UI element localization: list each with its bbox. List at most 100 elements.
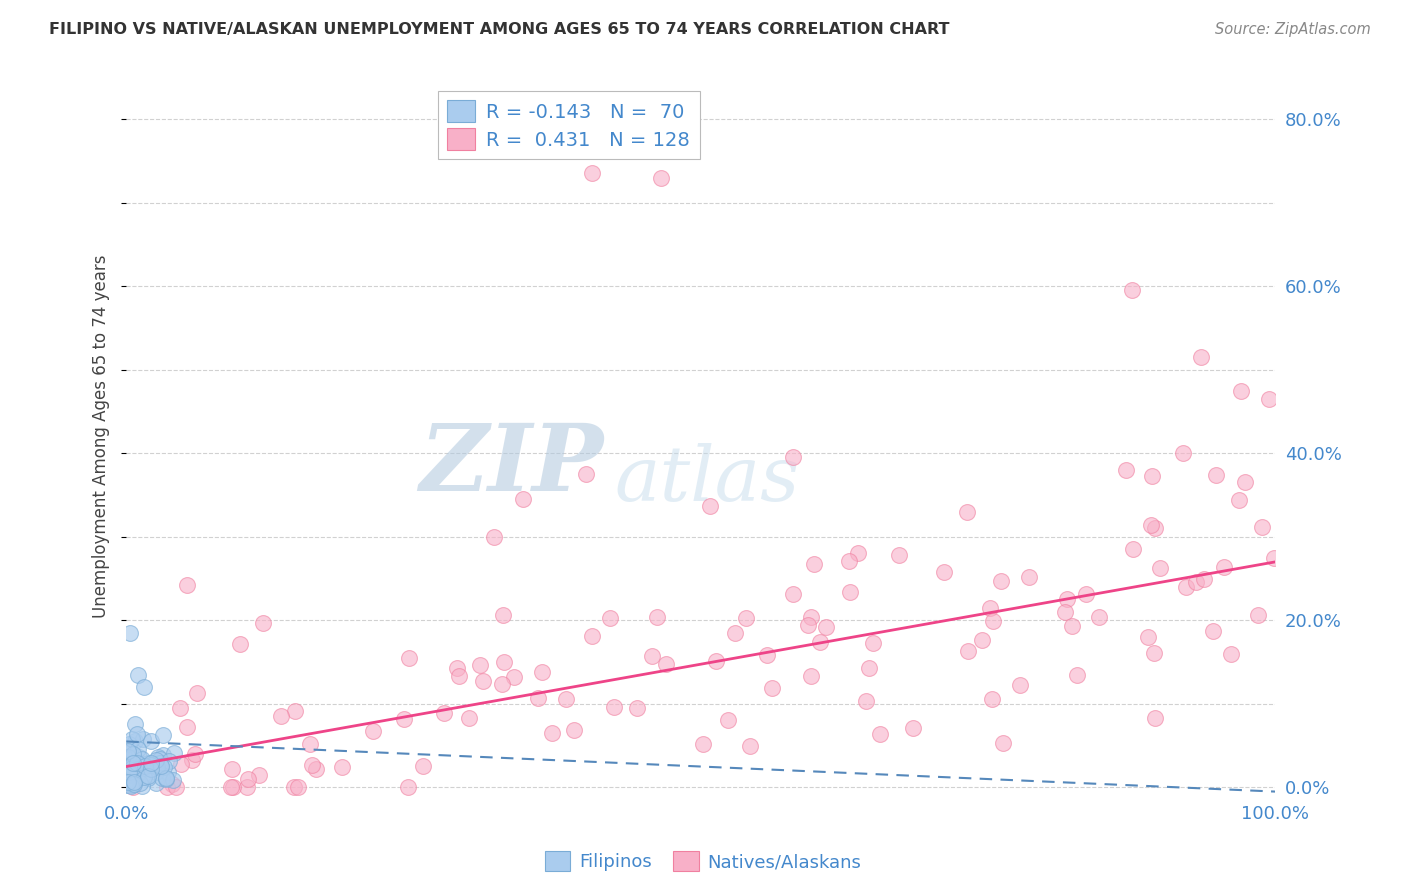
Point bbox=[541, 725, 564, 739]
Point bbox=[433, 706, 456, 721]
Point bbox=[145, 760, 167, 774]
Point bbox=[887, 548, 910, 562]
Point bbox=[125, 756, 148, 771]
Point bbox=[115, 778, 138, 792]
Point bbox=[145, 764, 167, 779]
Point bbox=[599, 611, 621, 625]
Point bbox=[146, 749, 169, 764]
Point bbox=[125, 755, 148, 769]
Point bbox=[1053, 605, 1076, 619]
Legend: R = -0.143   N =  70, R =  0.431   N = 128: R = -0.143 N = 70, R = 0.431 N = 128 bbox=[437, 91, 700, 160]
Point bbox=[128, 750, 150, 764]
Point bbox=[1175, 580, 1198, 594]
Point bbox=[150, 759, 173, 773]
Point bbox=[219, 780, 242, 794]
Point bbox=[1233, 475, 1256, 489]
Point bbox=[717, 713, 740, 727]
Point bbox=[121, 778, 143, 792]
Point bbox=[562, 723, 585, 738]
Point bbox=[1173, 446, 1195, 460]
Point bbox=[446, 661, 468, 675]
Point bbox=[1018, 570, 1040, 584]
Point bbox=[797, 618, 820, 632]
Point bbox=[704, 654, 727, 668]
Point bbox=[152, 728, 174, 742]
Point bbox=[699, 499, 721, 513]
Point bbox=[118, 745, 141, 759]
Point bbox=[647, 610, 669, 624]
Point bbox=[145, 776, 167, 790]
Point bbox=[156, 780, 179, 795]
Point bbox=[482, 530, 505, 544]
Point bbox=[1008, 678, 1031, 692]
Point bbox=[124, 773, 146, 788]
Point bbox=[782, 587, 804, 601]
Point bbox=[287, 780, 309, 795]
Point bbox=[934, 565, 956, 579]
Point bbox=[176, 720, 198, 734]
Point bbox=[120, 780, 142, 794]
Point bbox=[1121, 284, 1143, 298]
Point bbox=[838, 584, 860, 599]
Point bbox=[124, 733, 146, 747]
Point bbox=[118, 765, 141, 780]
Point bbox=[131, 779, 153, 793]
Point bbox=[121, 777, 143, 791]
Point bbox=[808, 635, 831, 649]
Point bbox=[1076, 587, 1098, 601]
Point bbox=[122, 774, 145, 789]
Point bbox=[800, 669, 823, 683]
Point bbox=[122, 773, 145, 788]
Point bbox=[122, 763, 145, 777]
Point bbox=[134, 759, 156, 773]
Point bbox=[1219, 647, 1241, 661]
Point bbox=[115, 768, 138, 782]
Point bbox=[858, 661, 880, 675]
Point bbox=[472, 673, 495, 688]
Point bbox=[581, 629, 603, 643]
Point bbox=[734, 610, 756, 624]
Point bbox=[530, 665, 553, 679]
Point bbox=[1185, 574, 1208, 589]
Point bbox=[247, 768, 270, 782]
Point bbox=[846, 546, 869, 560]
Point bbox=[170, 757, 193, 772]
Point bbox=[127, 727, 149, 741]
Point bbox=[121, 780, 143, 795]
Point bbox=[1143, 521, 1166, 535]
Point bbox=[186, 686, 208, 700]
Point bbox=[165, 780, 187, 795]
Point bbox=[301, 757, 323, 772]
Point bbox=[136, 768, 159, 782]
Point bbox=[229, 637, 252, 651]
Point bbox=[1213, 560, 1236, 574]
Point bbox=[252, 615, 274, 630]
Y-axis label: Unemployment Among Ages 65 to 74 years: Unemployment Among Ages 65 to 74 years bbox=[93, 255, 110, 618]
Point bbox=[981, 691, 1004, 706]
Point bbox=[181, 753, 204, 767]
Point bbox=[581, 167, 603, 181]
Point bbox=[284, 704, 307, 718]
Point bbox=[155, 771, 177, 785]
Point bbox=[991, 736, 1014, 750]
Point bbox=[1122, 542, 1144, 557]
Point bbox=[396, 780, 419, 795]
Point bbox=[838, 554, 860, 568]
Point bbox=[1056, 592, 1078, 607]
Point bbox=[1060, 619, 1083, 633]
Point bbox=[160, 777, 183, 791]
Point bbox=[132, 770, 155, 784]
Point bbox=[575, 467, 598, 482]
Point bbox=[755, 648, 778, 662]
Point bbox=[1251, 520, 1274, 534]
Point bbox=[1247, 608, 1270, 623]
Point bbox=[136, 769, 159, 783]
Point bbox=[447, 668, 470, 682]
Point bbox=[815, 620, 838, 634]
Point bbox=[118, 757, 141, 772]
Point bbox=[124, 764, 146, 778]
Point bbox=[761, 681, 783, 695]
Point bbox=[305, 763, 328, 777]
Point bbox=[1258, 392, 1281, 406]
Point bbox=[121, 731, 143, 746]
